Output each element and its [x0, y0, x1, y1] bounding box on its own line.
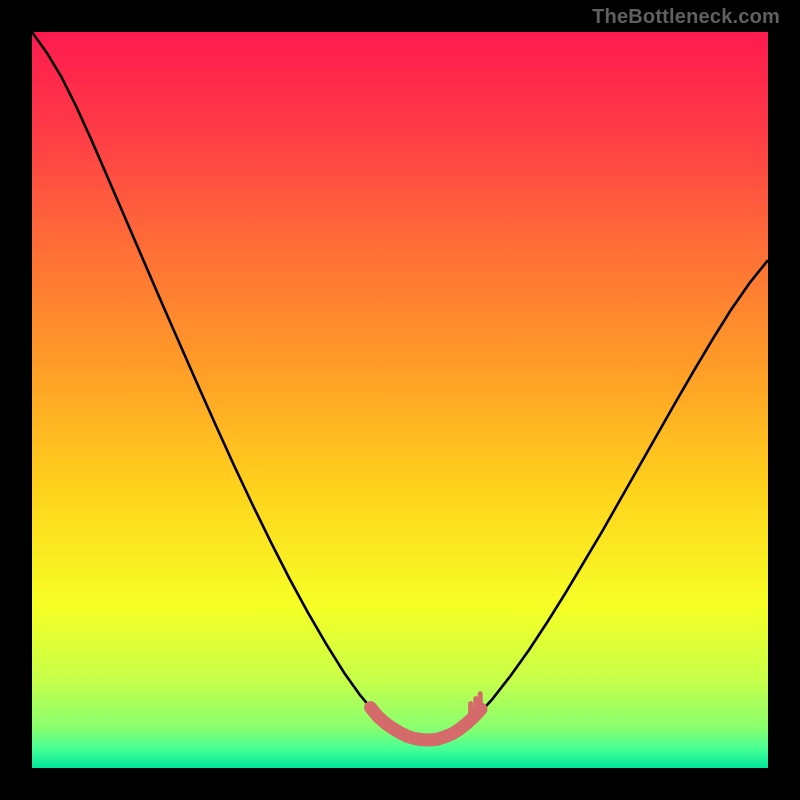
bottleneck-chart-svg [0, 0, 800, 800]
chart-container: TheBottleneck.com [0, 0, 800, 800]
watermark-text: TheBottleneck.com [592, 6, 780, 29]
